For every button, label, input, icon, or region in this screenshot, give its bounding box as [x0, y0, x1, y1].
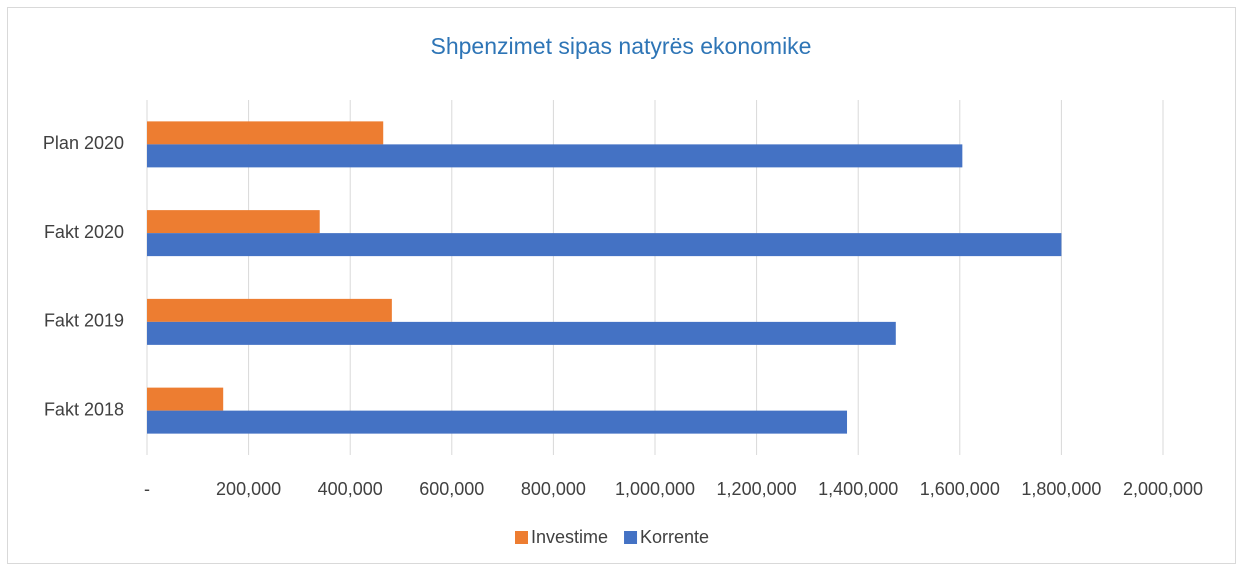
- y-tick-label: Fakt 2020: [44, 222, 124, 242]
- x-tick-label: 400,000: [318, 479, 383, 499]
- x-tick-label: 200,000: [216, 479, 281, 499]
- x-tick-label: 1,200,000: [717, 479, 797, 499]
- bar: [147, 298, 392, 322]
- y-tick-label: Fakt 2019: [44, 311, 124, 331]
- bar: [147, 121, 384, 145]
- bar: [147, 387, 224, 411]
- bar: [147, 410, 848, 434]
- x-tick-label: 600,000: [419, 479, 484, 499]
- legend-label: Investime: [531, 527, 608, 547]
- legend-swatch: [515, 531, 528, 544]
- y-tick-label: Plan 2020: [43, 133, 124, 153]
- x-tick-label: 1,400,000: [818, 479, 898, 499]
- chart-frame: [7, 7, 1236, 564]
- chart-title: Shpenzimet sipas natyrës ekonomike: [431, 33, 812, 59]
- bar: [147, 144, 963, 168]
- y-tick-label: Fakt 2018: [44, 399, 124, 419]
- legend-swatch: [624, 531, 638, 544]
- x-tick-label: 1,600,000: [920, 479, 1000, 499]
- x-tick-label: -: [144, 479, 150, 499]
- x-tick-label: 2,000,000: [1123, 479, 1203, 499]
- x-tick-label: 1,800,000: [1021, 479, 1101, 499]
- bar: [147, 321, 896, 345]
- bar: [147, 210, 320, 234]
- bar: [147, 233, 1062, 257]
- x-tick-label: 1,000,000: [615, 479, 695, 499]
- x-tick-label: 800,000: [521, 479, 586, 499]
- legend-label: Korrente: [640, 527, 709, 547]
